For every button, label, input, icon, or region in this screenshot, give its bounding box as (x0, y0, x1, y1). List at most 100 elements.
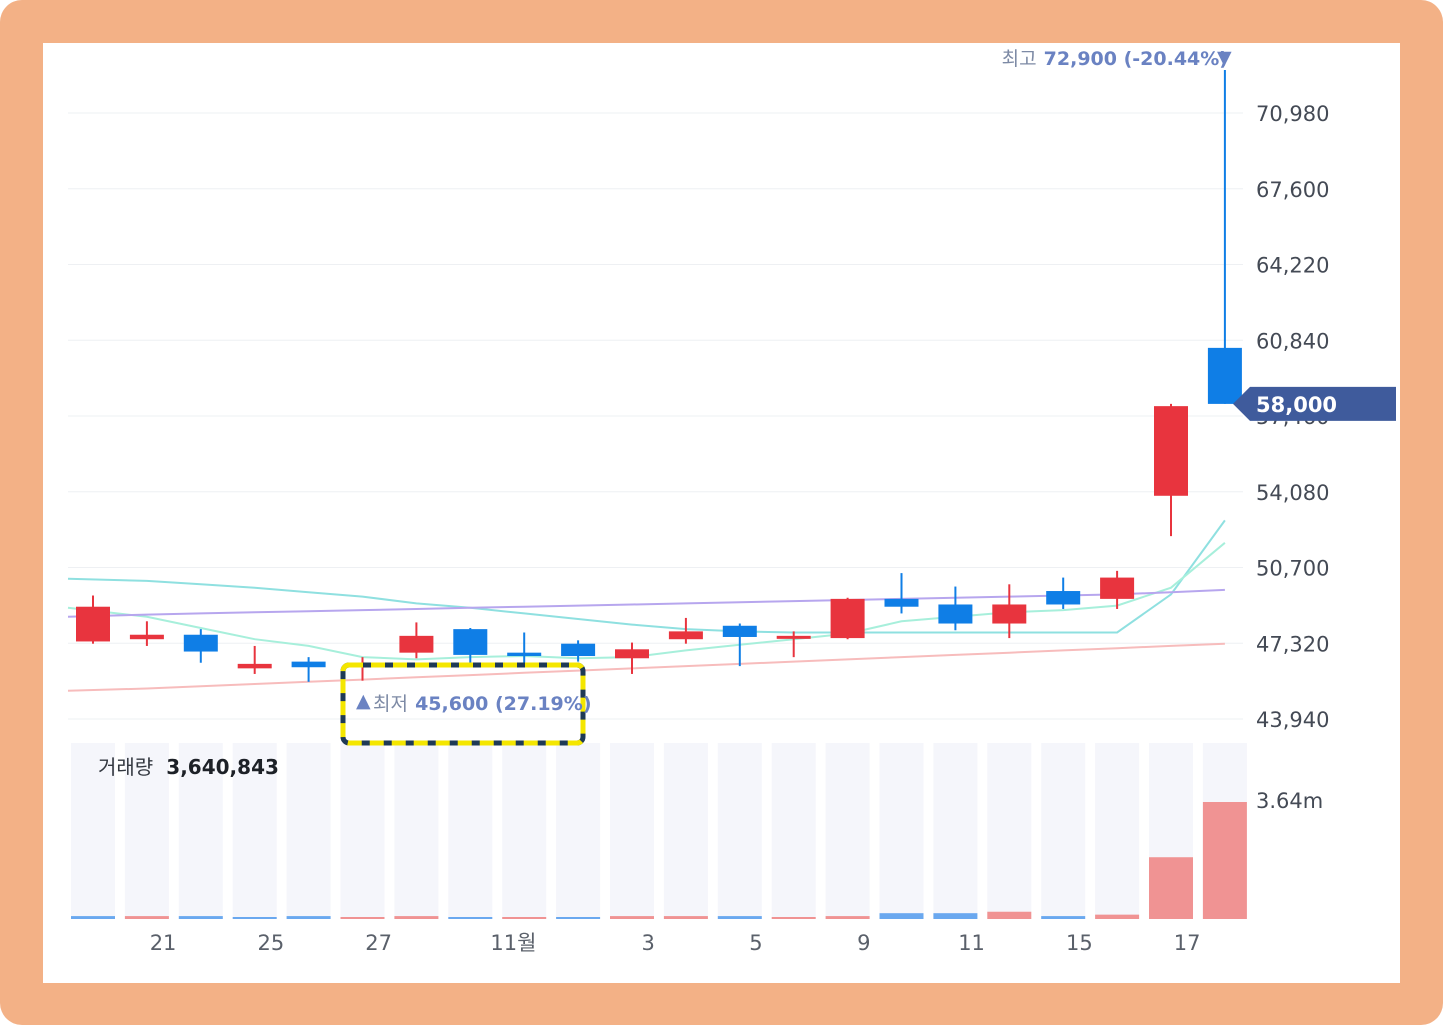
volume-bar (71, 916, 115, 919)
price-axis-tick-label: 70,980 (1256, 102, 1329, 126)
volume-bar (286, 916, 331, 919)
price-axis-tick-label: 50,700 (1256, 557, 1329, 581)
volume-bar (1041, 916, 1086, 919)
candle-body (399, 635, 434, 653)
high-annotation: 최고 72,900 (-20.44%) ▼ (1002, 47, 1232, 70)
volume-bar (178, 916, 223, 919)
moving-average-line (67, 588, 1225, 618)
volume-bar (448, 917, 493, 919)
price-axis: 43,94047,32050,70054,08057,46060,84064,2… (1256, 102, 1329, 732)
high-annotation-prefix: 최고 (1002, 48, 1037, 70)
price-axis-tick-label: 60,840 (1256, 329, 1329, 353)
stock-chart[interactable]: 43,94047,32050,70054,08057,46060,84064,2… (43, 43, 1400, 983)
moving-average-line (67, 519, 1226, 634)
candle-body (884, 598, 919, 607)
current-price-tag: 58,000 (1233, 386, 1396, 421)
volume-bar (556, 917, 601, 919)
volume-bg-column (933, 743, 978, 919)
price-axis-tick-label: 67,600 (1256, 178, 1329, 202)
candle-body (129, 634, 164, 640)
volume-bg-column (178, 743, 223, 919)
date-axis-tick-label: 9 (857, 931, 870, 955)
svg-text:최고 72,900 (-20.44%): 최고 72,900 (-20.44%) (1002, 48, 1228, 70)
volume-bar (610, 916, 654, 919)
highlight-box-dashes (340, 662, 586, 746)
volume-bar (933, 913, 978, 919)
candle-body (1154, 406, 1188, 496)
volume-bar (124, 916, 169, 919)
low-annotation-prefix: 최저 (373, 693, 408, 715)
price-axis-tick-label: 64,220 (1256, 254, 1329, 278)
date-axis: 21 25 27 11월 3 5 9 11 15 17 (150, 931, 1201, 955)
volume-bar (987, 911, 1032, 919)
volume-bg-column (232, 743, 277, 919)
moving-average-lines (67, 519, 1226, 692)
volume-bg-column (663, 743, 708, 919)
volume-background-columns (71, 743, 1247, 919)
volume-bar (717, 916, 762, 919)
volume-panel-header: 거래량 3,640,843 (98, 755, 279, 779)
low-annotation-highlight: ▲ 최저 45,600 (27.19%) (340, 662, 592, 746)
candle-body (668, 631, 703, 640)
low-annotation-value: 45,600 (27.19%) (415, 693, 591, 715)
candle-body (76, 606, 110, 642)
low-annotation-arrow-icon: ▲ (356, 690, 371, 712)
date-axis-tick-label: 3 (641, 931, 654, 955)
price-axis-tick-label: 43,940 (1256, 708, 1329, 732)
volume-bg-column (448, 743, 493, 919)
volume-bg-column (610, 743, 654, 919)
candle-body (776, 635, 811, 639)
candle-body (453, 629, 488, 655)
volume-bg-column (286, 743, 331, 919)
volume-bar (232, 917, 277, 919)
volume-bg-column (394, 743, 439, 919)
candle-body (183, 634, 218, 652)
chart-panel: 43,94047,32050,70054,08057,46060,84064,2… (43, 43, 1400, 983)
volume-bg-column (556, 743, 601, 919)
volume-bar (1149, 857, 1193, 919)
price-axis-tick-label: 54,080 (1256, 481, 1329, 505)
volume-axis: 3.64m (1256, 789, 1323, 813)
volume-bg-column (771, 743, 816, 919)
candle-body (237, 663, 272, 669)
price-axis-tick-label: 47,320 (1256, 632, 1329, 656)
volume-bg-column (340, 743, 385, 919)
current-price-tag-label: 58,000 (1256, 393, 1337, 417)
date-axis-tick-label: 25 (258, 931, 285, 955)
price-gridlines (68, 112, 1243, 720)
volume-value: 3,640,843 (166, 755, 279, 779)
high-annotation-arrow-icon: ▼ (1217, 47, 1232, 69)
svg-text:거래량 3,640,843: 거래량 3,640,843 (98, 755, 279, 779)
high-annotation-value: 72,900 (-20.44%) (1044, 48, 1228, 70)
volume-bg-column (1041, 743, 1086, 919)
volume-bg-column (71, 743, 115, 919)
volume-bar (663, 916, 708, 919)
volume-bg-column (879, 743, 924, 919)
volume-bar (825, 916, 870, 919)
volume-bar (1202, 802, 1247, 919)
date-axis-tick-label: 21 (150, 931, 177, 955)
volume-bar (879, 913, 924, 919)
volume-bg-column (825, 743, 870, 919)
volume-title: 거래량 (98, 755, 153, 779)
candle-body (615, 649, 649, 659)
volume-bar (394, 916, 439, 919)
volume-bg-column (502, 743, 547, 919)
volume-bar (771, 917, 816, 919)
date-axis-tick-label: 11 (958, 931, 985, 955)
volume-bg-column (717, 743, 762, 919)
current-price-tag-shape (1233, 386, 1396, 421)
date-axis-tick-label: 27 (365, 931, 392, 955)
moving-average-line (67, 642, 1225, 692)
candle-body (1207, 347, 1242, 404)
date-axis-tick-label: 17 (1174, 931, 1201, 955)
candle-body (830, 598, 865, 639)
volume-bar (502, 917, 547, 919)
candle-body (938, 604, 973, 624)
svg-text:최저 45,600 (27.19%): 최저 45,600 (27.19%) (373, 693, 592, 715)
candle-body (291, 661, 326, 668)
candle-body (1046, 591, 1081, 605)
volume-bg-column (1095, 743, 1140, 919)
candle-body (1100, 577, 1135, 599)
